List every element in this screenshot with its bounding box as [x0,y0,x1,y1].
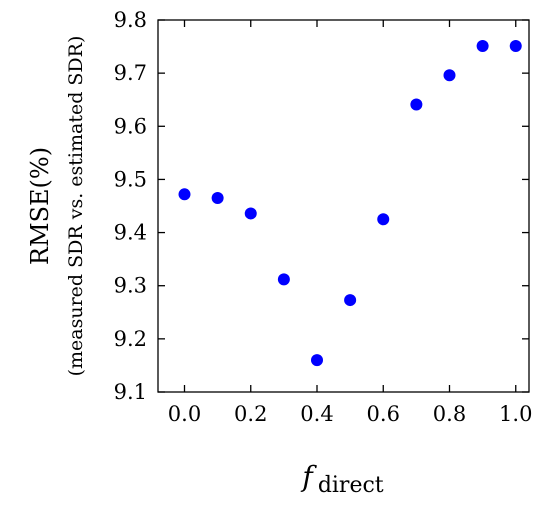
y-tick-label: 9.6 [114,114,147,138]
x-axis-title-sub: direct [318,473,384,498]
data-points [178,40,522,367]
y-tick-label: 9.8 [114,8,147,32]
y-tick-label: 9.5 [114,167,147,191]
y-tick-label: 9.7 [114,61,147,85]
x-tick-label: 0.8 [433,402,466,426]
y-tick-label: 9.2 [114,327,147,351]
y-axis-title-line2: (measured SDR vs. estimated SDR) [65,36,87,377]
data-point [311,354,323,367]
x-axis-ticks: 0.0 0.2 0.4 0.6 0.8 1.0 [168,20,532,426]
plot-frame [157,19,530,393]
data-point [344,294,357,307]
x-axis-title-main: f [300,460,317,493]
y-tick-label: 9.4 [114,221,147,245]
x-axis-title: f direct [300,460,383,498]
y-axis-title: RMSE(%) (measured SDR vs. estimated SDR) [26,36,87,377]
data-point [476,40,489,53]
data-point [211,192,224,205]
data-point [509,40,522,53]
data-point [277,273,290,286]
y-axis-ticks: 9.1 9.2 9.3 9.4 9.5 9.6 9.7 9.8 [114,8,529,404]
y-tick-label: 9.1 [114,380,147,404]
x-tick-label: 1.0 [499,402,532,426]
data-point [410,98,423,111]
data-point [443,69,456,82]
y-tick-label: 9.3 [114,274,147,298]
data-point [244,207,257,220]
x-tick-label: 0.4 [300,402,333,426]
y-axis-title-line1: RMSE(%) [26,147,54,265]
x-tick-label: 0.2 [234,402,267,426]
data-point [178,188,191,201]
x-tick-label: 0.0 [168,402,201,426]
data-point [377,213,390,226]
x-tick-label: 0.6 [367,402,400,426]
